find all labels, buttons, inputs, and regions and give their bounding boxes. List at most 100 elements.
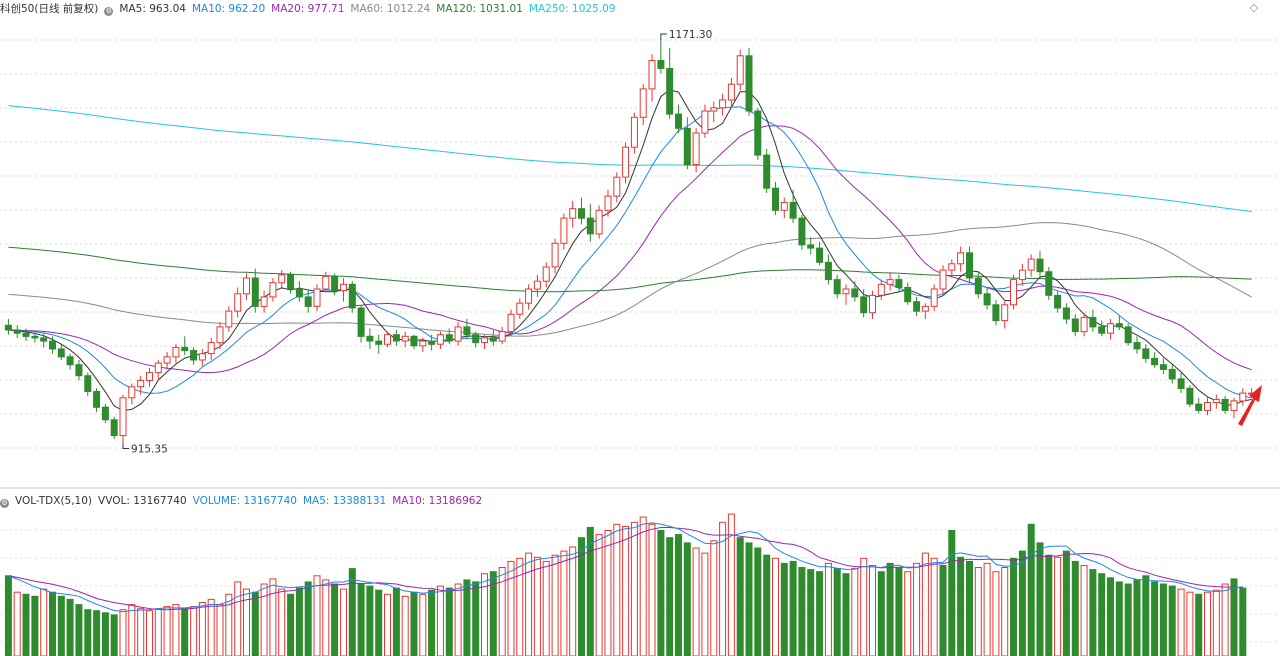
candle-body (851, 288, 859, 298)
volume-bar (683, 542, 691, 656)
candle (1062, 303, 1070, 324)
candle (436, 331, 444, 349)
candle-body (1230, 400, 1238, 411)
volume-bar (110, 614, 118, 656)
candle (128, 383, 136, 405)
candle (727, 77, 735, 108)
candle-body (1124, 326, 1132, 344)
volume-bar (595, 534, 603, 656)
trend-arrow (1238, 385, 1262, 426)
indicator-settings-icon[interactable]: ⚙ (104, 7, 114, 16)
candle (1212, 394, 1220, 409)
candle (966, 246, 973, 283)
candle (639, 84, 647, 126)
candle-body (595, 209, 603, 235)
candle-body (154, 362, 162, 374)
candle (101, 404, 109, 423)
volume-bar (313, 575, 321, 656)
candle (146, 367, 153, 387)
candle (207, 337, 215, 360)
volume-bar (833, 568, 841, 656)
volume-bar (75, 604, 83, 656)
candle-body (340, 283, 347, 292)
candle (295, 281, 303, 302)
volume-indicator-icon[interactable]: ⚙ (0, 499, 9, 508)
volume-bar (1027, 523, 1035, 656)
candle (137, 375, 145, 395)
candle (657, 40, 665, 74)
candle-body (913, 301, 921, 312)
candle-body (322, 275, 330, 290)
volume-bar (772, 557, 779, 656)
candle (1107, 318, 1114, 340)
candle (1027, 254, 1035, 277)
volume-bar (586, 526, 594, 656)
candle (1133, 336, 1141, 354)
candle-body (604, 195, 612, 211)
candle (340, 278, 347, 302)
candle (1080, 312, 1088, 337)
volume-bar (340, 588, 347, 656)
candle-body (234, 293, 242, 312)
candle-body (181, 346, 189, 352)
candle (816, 241, 824, 266)
candle (948, 259, 956, 277)
candle-body (895, 279, 903, 289)
candle-body (269, 282, 277, 298)
candle (419, 337, 427, 353)
ma60-line (8, 222, 1252, 337)
volume-bar (1239, 587, 1247, 656)
volume-bar (560, 550, 568, 656)
ma120-legend: MA120: 1031.01 (436, 3, 523, 15)
candle-body (295, 288, 303, 298)
candle-body (1018, 269, 1026, 281)
volume-bar (851, 568, 859, 656)
candle-body (1195, 403, 1203, 411)
candle (516, 298, 524, 319)
volume-bar (710, 540, 718, 656)
candle-body (445, 334, 453, 342)
volume-bar (154, 608, 162, 656)
candle-body (789, 201, 797, 219)
volume-bar (1186, 591, 1194, 656)
vvol-legend: VVOL: 13167740 (98, 495, 187, 507)
volume-bar (745, 542, 753, 656)
candle (1098, 320, 1106, 337)
candle-body (1115, 323, 1123, 328)
volume-bar (957, 556, 965, 656)
candle (1018, 263, 1026, 286)
candle-body (57, 348, 65, 358)
candle (401, 331, 409, 348)
volume-bar (1133, 579, 1141, 656)
volume-bar (40, 588, 48, 656)
candle (630, 112, 638, 154)
volume-bar (780, 562, 788, 656)
ma5-legend: MA5: 963.04 (119, 3, 186, 15)
main-chart-legend: 科创50(日线 前复权) ⚙ MA5: 963.04 MA10: 962.20 MA20… (0, 1, 621, 17)
candle (533, 274, 541, 297)
candle-body (31, 335, 39, 339)
candle-body (49, 340, 56, 350)
candle-body (172, 346, 180, 358)
volume-bar (4, 575, 12, 656)
candle (648, 54, 656, 102)
volume-bar (1107, 577, 1114, 656)
volume-bar (251, 591, 259, 656)
candle-body (13, 329, 21, 334)
volume-bar (983, 562, 991, 656)
candle (304, 290, 312, 313)
candle (269, 278, 277, 302)
volume-bar (472, 581, 480, 656)
candle-body (1062, 307, 1070, 320)
candle (287, 271, 295, 294)
candle (1221, 396, 1229, 414)
candle-body (251, 277, 259, 307)
diamond-icon[interactable]: ◇ (1249, 1, 1259, 14)
volume-bar (895, 567, 903, 656)
volume-bar (1177, 588, 1185, 656)
candle-body (551, 242, 559, 268)
volume-bar (1115, 581, 1123, 656)
candle-body (842, 288, 850, 295)
candle-body (66, 356, 74, 366)
